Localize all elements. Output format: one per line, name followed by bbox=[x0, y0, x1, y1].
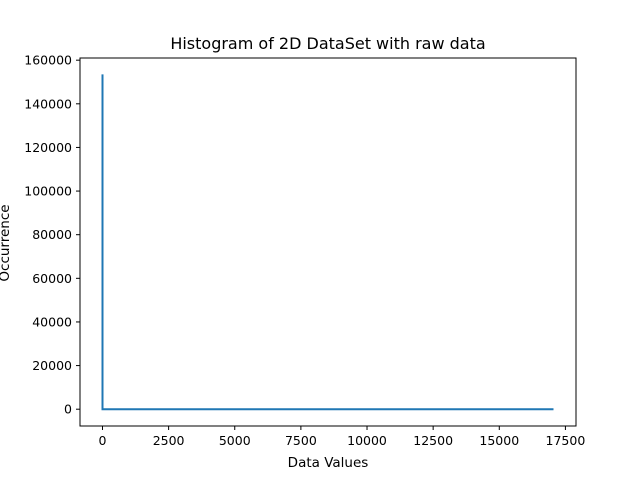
y-tick-label: 20000 bbox=[32, 358, 72, 373]
plot-frame bbox=[79, 57, 577, 427]
y-axis: 0 20000 40000 60000 80000 100000 120000 140000 1… bbox=[24, 53, 80, 417]
y-axis-label: Occurrence bbox=[0, 204, 13, 281]
x-tick-label: 15000 bbox=[479, 433, 519, 448]
x-tick-label: 2500 bbox=[153, 433, 185, 448]
plot-area bbox=[79, 57, 577, 427]
x-tick-label: 0 bbox=[99, 433, 107, 448]
x-tick-label: 7500 bbox=[285, 433, 317, 448]
x-tick-label: 12500 bbox=[413, 433, 453, 448]
chart-title: Histogram of 2D DataSet with raw data bbox=[170, 34, 485, 53]
y-tick-label: 120000 bbox=[24, 140, 72, 155]
x-axis: 0 2500 5000 7500 10000 12500 15000 17500 bbox=[99, 426, 586, 448]
y-tick-label: 0 bbox=[64, 402, 72, 417]
y-tick-label: 60000 bbox=[32, 271, 72, 286]
y-tick-label: 160000 bbox=[24, 53, 72, 68]
y-tick-label: 80000 bbox=[32, 227, 72, 242]
y-tick-label: 40000 bbox=[32, 314, 72, 329]
x-axis-label: Data Values bbox=[288, 455, 369, 471]
x-tick-label: 17500 bbox=[546, 433, 586, 448]
series-layer bbox=[101, 74, 554, 411]
x-tick-label: 5000 bbox=[219, 433, 251, 448]
x-tick-label: 10000 bbox=[347, 433, 387, 448]
y-tick-label: 100000 bbox=[24, 184, 72, 199]
y-tick-label: 140000 bbox=[24, 96, 72, 111]
series-line-0 bbox=[101, 74, 554, 411]
